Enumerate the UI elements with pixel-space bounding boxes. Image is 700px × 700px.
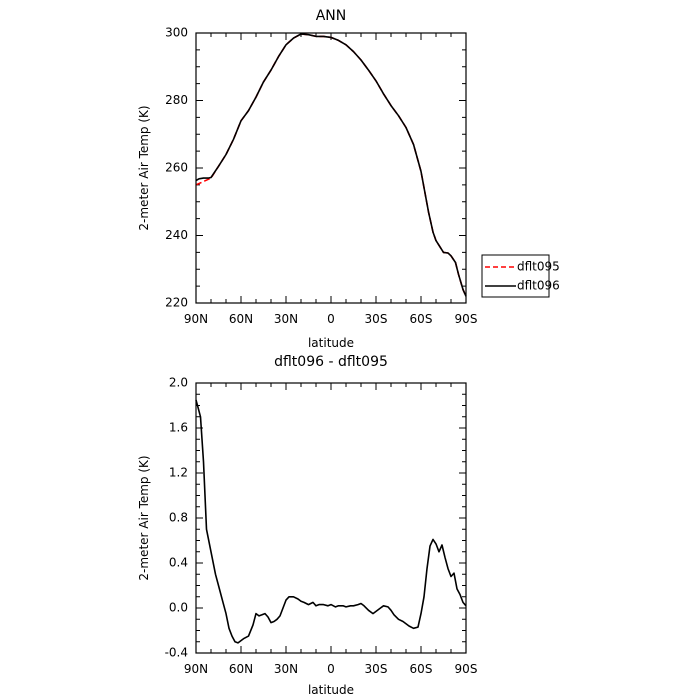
y-tick-label: -0.4 xyxy=(165,646,188,660)
x-tick-label: 90N xyxy=(184,312,208,326)
series-line-panel2-series1 xyxy=(195,399,467,644)
x-tick-label: 90S xyxy=(455,312,478,326)
y-tick-label: 1.2 xyxy=(169,466,188,480)
y-tick-label: 1.6 xyxy=(169,421,188,435)
x-tick-label: 60N xyxy=(229,312,253,326)
x-tick-label: 60S xyxy=(410,312,433,326)
x-tick-label: 90S xyxy=(455,662,478,676)
plot-frame xyxy=(195,32,467,304)
x-tick-label: 0 xyxy=(327,662,335,676)
y-tick-label: 280 xyxy=(165,93,188,107)
y-tick-label: 220 xyxy=(165,296,188,310)
legend-label-dflt095: dflt095 xyxy=(517,260,560,274)
y-axis-label: 2-meter Air Temp (K) xyxy=(137,455,151,580)
y-tick-label: 240 xyxy=(165,228,188,242)
x-tick-label: 0 xyxy=(327,312,335,326)
y-axis-label: 2-meter Air Temp (K) xyxy=(137,105,151,230)
legend-label-dflt096: dflt096 xyxy=(517,279,560,293)
x-axis-label: latitude xyxy=(308,683,354,697)
y-tick-label: 260 xyxy=(165,161,188,175)
chart-panel-2: dflt096 - dflt095 90N 60N 30N 0 30S 60S 90S -0.4… xyxy=(137,354,477,697)
x-tick-label: 90N xyxy=(184,662,208,676)
x-axis-label: latitude xyxy=(308,336,354,350)
chart-panel-1: ANN 90N 60N 30N 0 30S 60S 90S 220 240 260 280 300 lat… xyxy=(137,8,560,350)
x-tick-label: 30N xyxy=(274,662,298,676)
y-tick-label: 0.4 xyxy=(169,556,188,570)
x-tick-label: 60N xyxy=(229,662,253,676)
legend-box xyxy=(481,254,550,298)
chart-title: ANN xyxy=(316,8,347,24)
legend: dflt095 dflt096 xyxy=(481,254,560,298)
x-tick-label: 30N xyxy=(274,312,298,326)
y-tick-label: 0.8 xyxy=(169,511,188,525)
series-line-dflt095 xyxy=(195,33,467,297)
x-tick-label: 60S xyxy=(410,662,433,676)
y-tick-label: 300 xyxy=(165,26,188,40)
plot-frame xyxy=(195,382,467,654)
x-tick-label: 30S xyxy=(365,312,388,326)
series-line-dflt096 xyxy=(195,33,467,297)
y-tick-label: 0.0 xyxy=(169,601,188,615)
y-tick-label: 2.0 xyxy=(169,376,188,390)
chart-title: dflt096 - dflt095 xyxy=(274,354,388,370)
x-tick-label: 30S xyxy=(365,662,388,676)
